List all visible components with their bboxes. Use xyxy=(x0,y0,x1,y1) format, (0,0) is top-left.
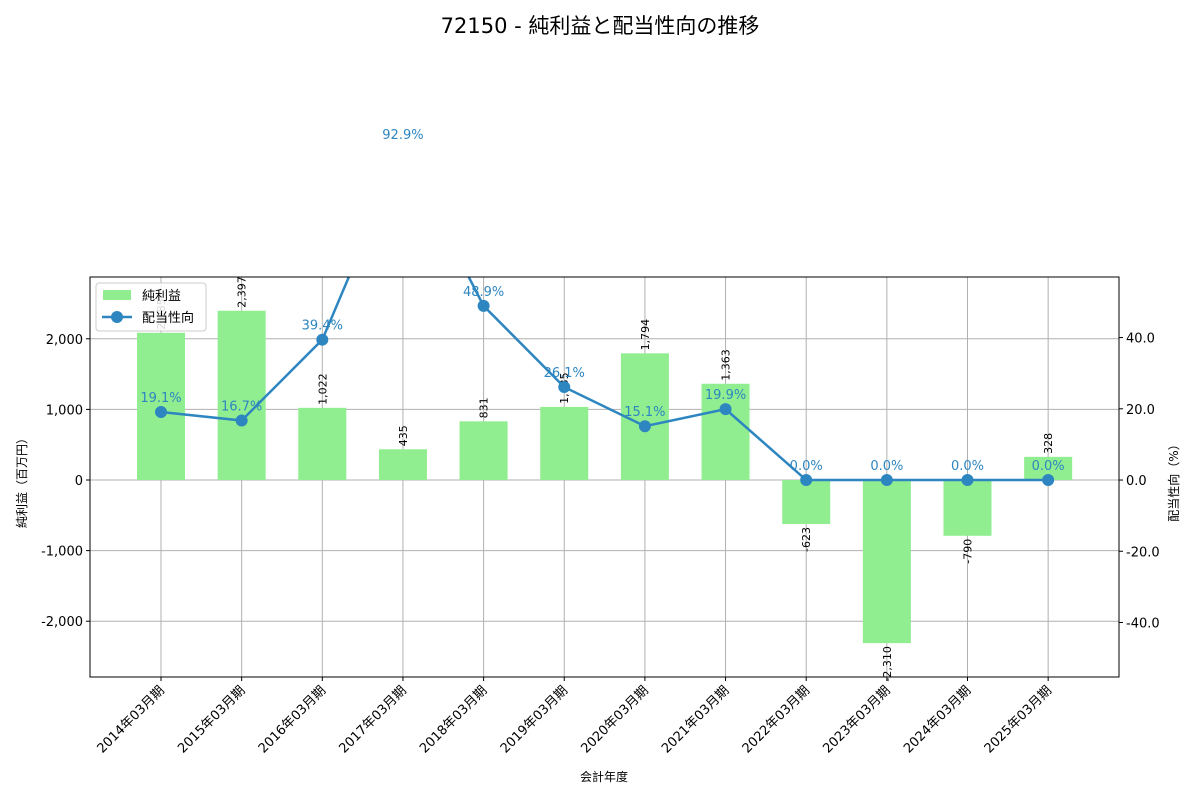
svg-text:-2,000: -2,000 xyxy=(41,615,83,630)
plot-frame xyxy=(89,276,1120,678)
svg-text:2,000: 2,000 xyxy=(46,333,83,348)
svg-text:2023年03月期: 2023年03月期 xyxy=(820,683,893,756)
payout-label: 92.9% xyxy=(382,128,423,143)
svg-text:配当性向: 配当性向 xyxy=(142,310,194,326)
payout-label: 19.9% xyxy=(705,388,746,403)
svg-text:-40.0: -40.0 xyxy=(1126,617,1160,632)
svg-text:2018年03月期: 2018年03月期 xyxy=(417,683,490,756)
bar xyxy=(620,353,669,481)
svg-text:2014年03月期: 2014年03月期 xyxy=(95,683,168,756)
line-point xyxy=(477,299,490,312)
line-point xyxy=(638,420,651,433)
payout-label: 16.7% xyxy=(221,400,262,415)
payout-label: 48.9% xyxy=(463,285,504,300)
svg-text:2020年03月期: 2020年03月期 xyxy=(578,683,651,756)
svg-text:0.0: 0.0 xyxy=(1126,474,1147,489)
bar-value-label: 1,363 xyxy=(720,349,733,381)
x-axis-ticks: 2014年03月期 2015年03月期 2016年03月期 2017年03月期 2018… xyxy=(95,677,1055,757)
bar xyxy=(782,480,831,524)
bar-value-label: 328 xyxy=(1042,433,1055,454)
line-point xyxy=(961,474,974,487)
left-axis-ticks: -2,000 -1,000 0 1,000 2,000 xyxy=(41,333,90,630)
bar-value-label: -790 xyxy=(962,539,975,564)
chart-title: 72150 - 純利益と配当性向の推移 xyxy=(440,14,760,38)
line-point xyxy=(235,414,248,427)
svg-text:2015年03月期: 2015年03月期 xyxy=(175,683,248,756)
bar xyxy=(540,406,589,481)
bar xyxy=(862,480,911,644)
bar xyxy=(298,407,347,481)
svg-text:20.0: 20.0 xyxy=(1126,403,1155,418)
payout-label: 0.0% xyxy=(1032,459,1065,474)
bar-value-label: 2,397 xyxy=(236,276,249,308)
line-point xyxy=(1042,474,1055,487)
bar-value-label: -623 xyxy=(800,527,813,552)
svg-text:2024年03月期: 2024年03月期 xyxy=(901,683,974,756)
bar xyxy=(217,310,266,481)
svg-text:2017年03月期: 2017年03月期 xyxy=(336,683,409,756)
payout-label: 15.1% xyxy=(624,405,665,420)
bar-value-label: 1,022 xyxy=(316,373,329,405)
svg-text:2016年03月期: 2016年03月期 xyxy=(256,683,329,756)
payout-label: 19.1% xyxy=(140,391,181,406)
bar-value-label: 435 xyxy=(397,425,410,446)
axis-labels: 会計年度 純利益（百万円） 配当性向（%） xyxy=(15,432,1181,784)
svg-text:0: 0 xyxy=(75,474,83,489)
line-point xyxy=(558,381,571,394)
svg-text:純利益（百万円）: 純利益（百万円） xyxy=(15,432,29,528)
net-income-bars xyxy=(137,310,1073,644)
payout-label: 26.1% xyxy=(544,366,585,381)
svg-text:2021年03月期: 2021年03月期 xyxy=(659,683,732,756)
svg-text:1,000: 1,000 xyxy=(46,403,83,418)
line-point xyxy=(155,405,167,418)
svg-text:2025年03月期: 2025年03月期 xyxy=(982,683,1055,756)
line-point xyxy=(880,474,893,487)
bar xyxy=(378,449,427,481)
bar-value-label: 1,794 xyxy=(639,319,652,351)
bar-value-label: 831 xyxy=(478,397,491,418)
right-axis-ticks: -40.0 -20.0 0.0 20.0 40.0 xyxy=(1119,332,1160,632)
svg-text:-20.0: -20.0 xyxy=(1126,545,1160,560)
svg-text:配当性向（%）: 配当性向（%） xyxy=(1166,438,1181,521)
bar xyxy=(1024,456,1073,481)
payout-label: 39.4% xyxy=(302,319,343,334)
bar xyxy=(701,383,750,481)
svg-text:2022年03月期: 2022年03月期 xyxy=(740,683,813,756)
line-point xyxy=(316,333,329,346)
svg-text:-1,000: -1,000 xyxy=(41,545,83,560)
payout-label: 0.0% xyxy=(870,459,903,474)
payout-label: 0.0% xyxy=(951,459,984,474)
line-point xyxy=(719,403,732,416)
bar xyxy=(943,480,992,536)
payout-ratio-line: 19.1% 16.7% 39.4% 92.9% 48.9% 26.1% 15.1% 19.9%… xyxy=(140,128,1065,487)
line-point xyxy=(397,143,409,155)
payout-label: 0.0% xyxy=(790,459,823,474)
svg-text:40.0: 40.0 xyxy=(1126,332,1155,347)
svg-text:会計年度: 会計年度 xyxy=(580,769,628,784)
bar-value-labels: 2,0852,3971,0224358311,0351,7941,363-623… xyxy=(155,276,1055,681)
svg-text:純利益: 純利益 xyxy=(142,289,181,304)
bar-value-label: -2,310 xyxy=(881,646,894,681)
svg-text:2019年03月期: 2019年03月期 xyxy=(498,683,571,756)
line-point xyxy=(800,474,813,487)
bar xyxy=(459,421,508,481)
